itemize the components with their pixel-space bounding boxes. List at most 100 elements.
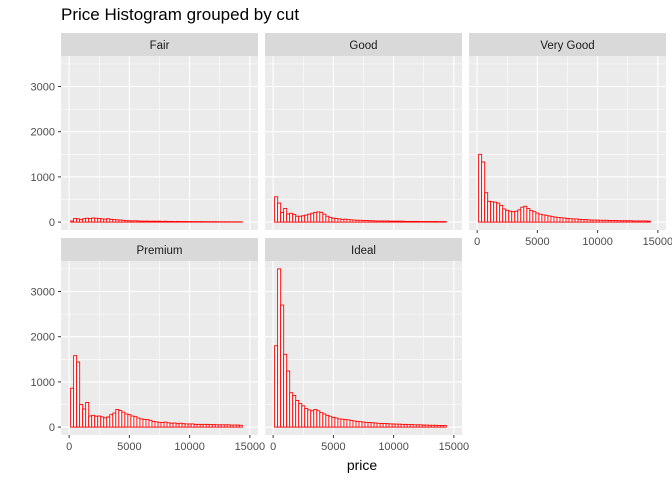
histogram-bar	[289, 392, 294, 428]
histogram-bar	[85, 402, 90, 428]
histogram-bar	[391, 220, 396, 223]
histogram-bar	[217, 424, 222, 428]
histogram-bar	[94, 415, 99, 428]
x-tick-label: 15000	[235, 441, 266, 453]
histogram-bar	[100, 416, 105, 428]
histogram-bar	[109, 218, 114, 223]
histogram-bar	[82, 218, 87, 223]
histogram-bar	[226, 424, 231, 428]
histogram-bar	[562, 217, 567, 223]
histogram-bar	[325, 215, 330, 223]
histogram-bar	[403, 423, 408, 428]
histogram-bar	[76, 218, 81, 223]
histogram-bar	[523, 205, 528, 223]
histogram-bar	[415, 424, 420, 428]
histogram-bar	[148, 419, 153, 428]
histogram-bar	[343, 218, 348, 223]
histogram-bar	[340, 218, 345, 223]
histogram-bar	[424, 424, 429, 428]
histogram-bar	[601, 219, 606, 223]
facet-premium: Premium 0 1000 2000 3000 0 5000 10000 15000	[31, 238, 266, 453]
histogram-bar	[145, 220, 150, 223]
histogram-bar	[106, 218, 111, 223]
histogram-bar	[394, 220, 399, 223]
histogram-bar	[412, 220, 417, 223]
histogram-bar	[430, 424, 435, 428]
histogram-bar	[496, 202, 501, 223]
histogram-bar	[361, 421, 366, 428]
histogram-bar	[631, 220, 636, 223]
histogram-bar	[370, 422, 375, 428]
histogram-bar	[154, 220, 159, 223]
x-tick-label: 15000	[439, 441, 470, 453]
x-tick-label: 0	[474, 236, 480, 248]
histogram-bar	[115, 219, 120, 223]
histogram-bar	[346, 219, 351, 223]
x-tick-label: 10000	[378, 441, 409, 453]
histogram-bar	[103, 218, 108, 223]
histogram-bar	[544, 214, 549, 223]
x-tick-label: 15000	[643, 236, 672, 248]
histogram-bar	[211, 424, 216, 428]
y-tick-label: 3000	[31, 82, 55, 94]
histogram-bar	[403, 220, 408, 223]
histogram-bar	[559, 217, 564, 223]
histogram-bar	[340, 418, 345, 428]
histogram-bar	[301, 405, 306, 428]
histogram-bar	[367, 220, 372, 223]
histogram-bar	[364, 220, 369, 223]
histogram-bar	[538, 213, 543, 223]
histogram-bar	[130, 220, 135, 223]
histogram-bar	[499, 204, 504, 223]
histogram-bar	[202, 423, 207, 428]
histogram-bar	[304, 408, 309, 428]
histogram-bar	[511, 211, 516, 223]
histogram-bar	[337, 418, 342, 428]
facet-strip	[61, 238, 258, 261]
facet-very-good: Very Good 0 5000 10000 15000	[469, 33, 672, 248]
histogram-bar	[184, 221, 189, 223]
histogram-bar	[334, 417, 339, 428]
histogram-bar	[415, 220, 420, 223]
histogram-bar	[409, 424, 414, 428]
histogram-bar	[79, 404, 84, 428]
histogram-bar	[325, 414, 330, 428]
x-tick-label: 0	[66, 441, 72, 453]
histogram-bar	[157, 421, 162, 428]
histogram-bar	[508, 210, 513, 223]
facet-fair: Fair 0 1000 2000 3000	[31, 33, 258, 230]
facet-strip	[265, 238, 462, 261]
histogram-bar	[364, 421, 369, 428]
histogram-bar	[169, 422, 174, 428]
histogram-bar	[151, 220, 156, 223]
x-tick-label: 5000	[117, 441, 141, 453]
histogram-bar	[286, 370, 291, 428]
histogram-bar	[571, 218, 576, 223]
histogram-bar	[88, 415, 93, 428]
histogram-bar	[418, 221, 423, 223]
histogram-bar	[547, 215, 552, 223]
histogram-bar	[532, 211, 537, 223]
x-tick-label: 5000	[525, 236, 549, 248]
histogram-bar	[112, 219, 117, 223]
histogram-bar	[295, 215, 300, 223]
histogram-bar	[127, 414, 132, 428]
histogram-bar	[529, 210, 534, 223]
histogram-bar	[115, 409, 120, 428]
histogram-bar	[421, 424, 426, 428]
histogram-bar	[316, 211, 321, 223]
x-tick-label: 5000	[321, 441, 345, 453]
histogram-bar	[406, 220, 411, 223]
histogram-bar	[580, 219, 585, 223]
histogram-bar	[481, 161, 486, 223]
histogram-bar	[280, 304, 285, 428]
histogram-bar	[346, 419, 351, 428]
histogram-bar	[94, 217, 99, 223]
histogram-bar	[514, 210, 519, 223]
histogram-bar	[313, 409, 318, 428]
histogram-bar	[397, 423, 402, 428]
histogram-bar	[76, 361, 81, 428]
histogram-bar	[292, 213, 297, 223]
histogram-bar	[70, 220, 75, 223]
